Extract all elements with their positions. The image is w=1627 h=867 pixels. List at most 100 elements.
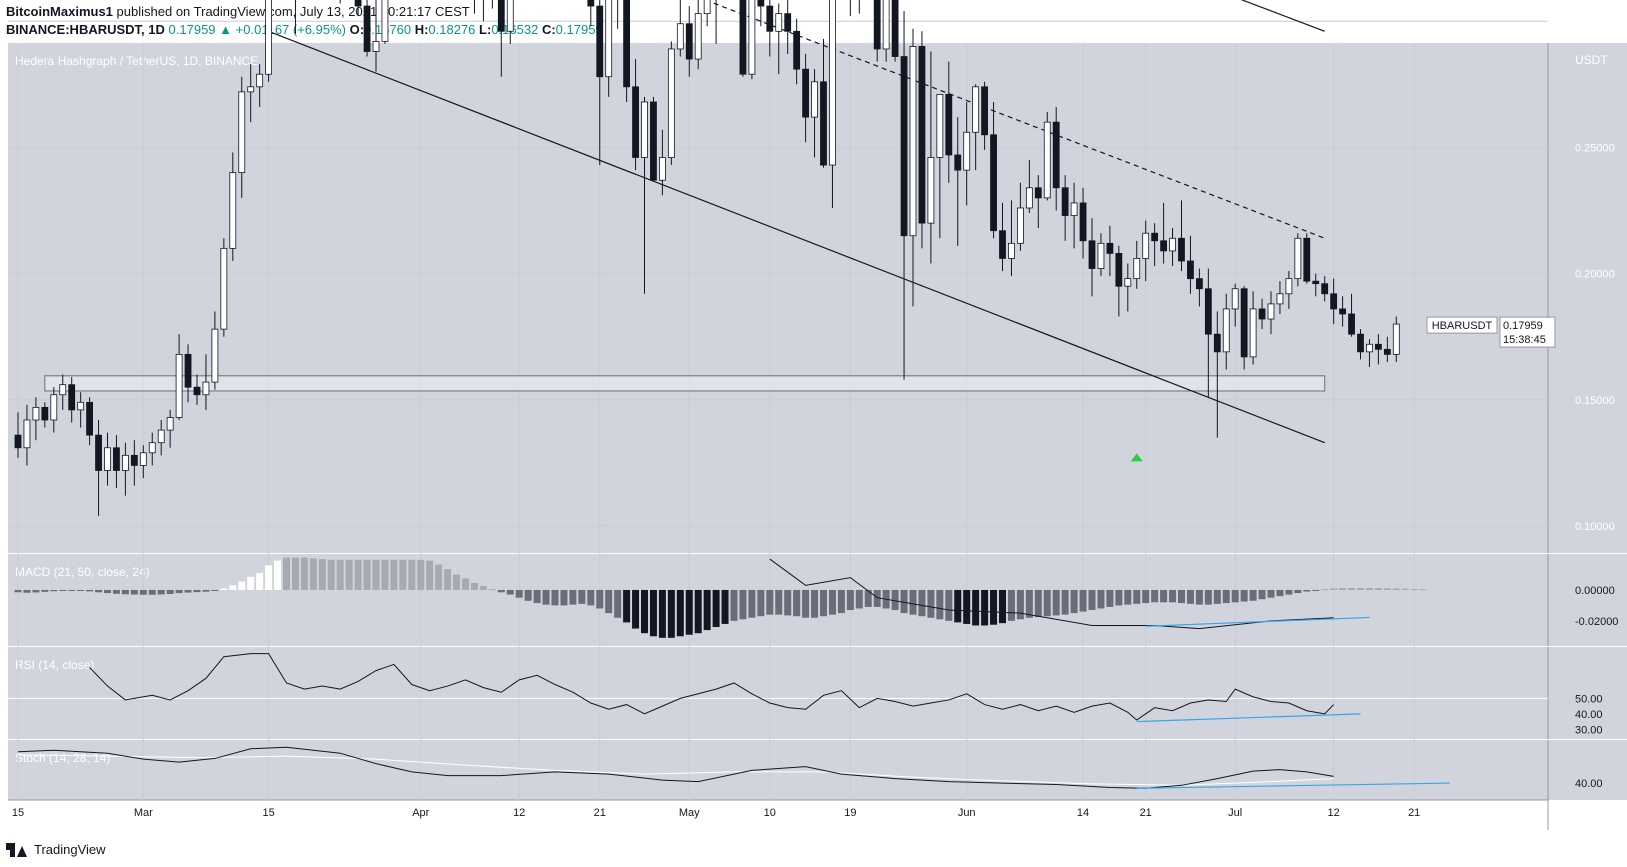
candle-body [882,0,890,50]
candle [775,3,783,75]
macd-histogram-bar [1365,587,1373,590]
candle [130,440,138,486]
candle-body [1213,333,1221,353]
macd-histogram-bar [50,589,58,592]
last-price: 0.17959 [168,22,216,37]
macd-histogram-bar [300,557,308,590]
candle [339,0,341,4]
candle [229,152,237,261]
candle-body [1043,121,1051,199]
candle [882,0,890,62]
close-label: C: [541,22,556,37]
candle-body [685,23,693,60]
macd-histogram-bar [596,589,604,609]
macd-histogram-bar [256,572,264,590]
macd-histogram-bar [265,565,273,590]
candle-body [122,454,129,471]
candle-body [1348,313,1355,335]
candle-body [1357,333,1364,353]
macd-signal-line [769,558,1334,630]
candle [1375,334,1382,365]
candle [104,432,111,486]
macd-histogram-bar [1097,589,1105,609]
macd-histogram-bar [77,589,85,591]
time-tick-label: 15 [12,807,24,819]
candle-body [829,0,836,166]
candle-body [77,401,85,411]
time-tick-label: 14 [1077,807,1089,819]
candle-body [1160,240,1167,252]
macd-histogram-bar [157,589,165,595]
candle-body [1330,293,1338,310]
macd-histogram-bar [524,589,532,601]
candle [139,445,147,479]
macd-histogram-bar [283,557,290,590]
candle-body [963,131,971,171]
macd-histogram-bar [658,589,666,638]
price-tick-label: 0.30000 [1575,16,1615,28]
candle [211,311,219,390]
candle-body [659,157,666,181]
candle [41,402,49,428]
candle-body [1392,323,1400,355]
candle-body [1025,187,1033,209]
candle [1303,233,1311,284]
macd-histogram-bar [954,589,962,623]
macd-histogram-bar [399,559,407,590]
candle [667,41,675,166]
candle [86,397,93,446]
macd-histogram-bar [533,589,541,604]
candle [936,93,944,239]
candle-body [587,0,595,7]
candle [1169,228,1176,267]
candle-body [86,401,93,436]
candle-body [927,157,935,224]
candle [1267,291,1275,335]
footer-brand[interactable]: TradingView [34,842,106,857]
macd-histogram-bar [14,589,22,593]
candle [918,31,926,249]
macd-histogram-bar [444,569,452,590]
candle-body [1142,232,1150,259]
candle-body [130,454,138,466]
candle-body [793,30,801,70]
macd-histogram-bar [1160,589,1168,603]
author-name[interactable]: BitcoinMaximus1 [6,4,113,19]
rsi-line [89,653,1335,721]
macd-tick-label: -0.02000 [1575,616,1618,628]
candle [858,0,860,14]
macd-histogram-bar [1419,589,1427,591]
macd-histogram-bar [1339,588,1347,590]
macd-histogram-bar [336,559,344,590]
candle [1178,200,1185,272]
candle-body [1321,283,1329,295]
candle-body [193,386,201,396]
candle-body [497,0,505,32]
stoch-divergence-line [1136,782,1451,789]
candle [784,0,792,55]
macd-histogram-bar [667,589,675,638]
candle-body [50,394,58,421]
macd-histogram-bar [990,589,998,625]
macd-histogram-bar [1151,589,1159,603]
candle-body [703,0,711,15]
macd-histogram-bar [712,589,720,628]
macd-histogram-bar [23,589,31,593]
time-tick-label: 21 [1408,807,1420,819]
price-tick-label: 0.15000 [1575,395,1615,407]
candle [220,238,228,337]
candle [1330,278,1338,325]
candle [193,374,201,405]
candle-body [1285,278,1293,295]
macd-histogram-bar [193,589,201,593]
candle-body [632,86,639,158]
candle [900,11,908,380]
candle [184,344,192,403]
candle [1222,293,1230,370]
tradingview-logo-icon[interactable] [6,842,28,857]
macd-histogram-bar [1213,589,1221,604]
candle-body [1124,278,1132,287]
macd-histogram-bar [139,589,147,595]
support-zone-box [44,375,1326,392]
